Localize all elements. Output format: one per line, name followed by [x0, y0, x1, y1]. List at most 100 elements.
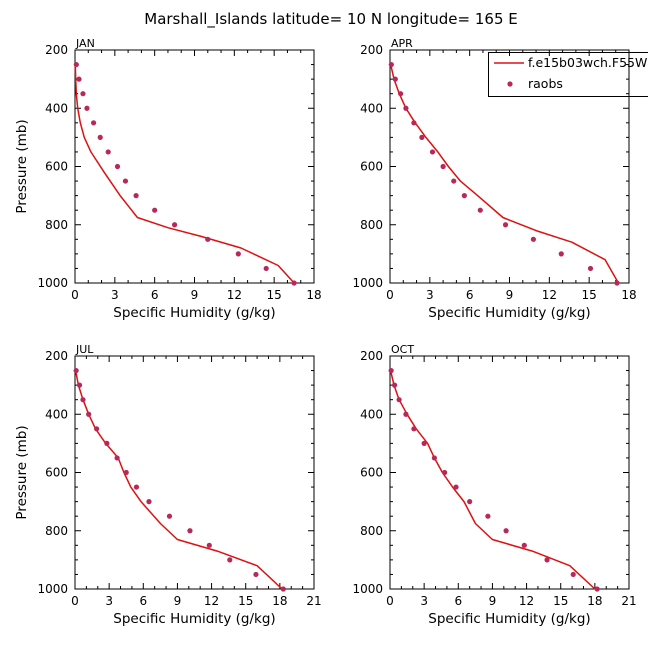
raobs-point — [503, 528, 509, 534]
raobs-point — [396, 397, 402, 403]
x-tick-label: 12 — [542, 288, 557, 302]
raobs-point — [392, 76, 398, 82]
x-tick-label: 18 — [587, 594, 602, 608]
legend-model-label: f.e15b03wch.F55W — [528, 55, 647, 70]
raobs-point — [485, 513, 491, 519]
raobs-point — [166, 513, 173, 519]
raobs-point — [440, 163, 446, 170]
legend: f.e15b03wch.F55W raobs — [488, 52, 648, 97]
x-tick-label: 6 — [466, 288, 474, 302]
panel-jul: 0 3 6 9 12 15 18 21 200 400 600 800 1000 JUL Specific … — [14, 343, 322, 627]
plot-frame — [74, 355, 315, 590]
model-profile-line — [389, 64, 620, 284]
raobs-point — [453, 484, 459, 490]
raobs-point — [187, 528, 193, 534]
raobs-point — [97, 134, 103, 140]
y-tick-label: 400 — [360, 101, 383, 115]
y-tick-label: 800 — [360, 218, 383, 232]
model-profile-line — [74, 64, 295, 284]
raobs-point — [431, 455, 437, 461]
raobs-point — [291, 280, 297, 286]
raobs-point — [587, 265, 594, 272]
panel-apr: 0 3 6 9 12 15 18 200 400 600 800 1000 APR Specific Hu… — [352, 37, 636, 321]
x-tick-label: 3 — [105, 594, 113, 608]
panel-label-jan: JAN — [75, 37, 95, 50]
raobs-point — [146, 499, 152, 505]
raobs-point — [133, 484, 140, 490]
y-tick-label: 200 — [360, 43, 383, 57]
raobs-point — [84, 105, 90, 111]
y-axis-label: Pressure (mb) — [14, 425, 30, 519]
panel-jan: 0 3 6 9 12 15 18 200 400 600 800 1000 JAN Specific Hu… — [14, 37, 322, 321]
y-tick-label: 800 — [45, 218, 68, 232]
x-tick-label: 21 — [306, 594, 321, 608]
y-tick-label: 200 — [45, 43, 68, 57]
x-tick-label: 21 — [621, 594, 636, 608]
x-tick-label: 15 — [267, 288, 282, 302]
x-tick-label: 12 — [519, 594, 534, 608]
x-tick-label: 12 — [204, 594, 219, 608]
raobs-point — [594, 586, 600, 592]
x-tick-label: 3 — [426, 288, 434, 302]
raobs-point — [94, 426, 100, 432]
raobs-point — [442, 469, 448, 476]
raobs-point — [419, 134, 425, 140]
y-tick-label: 1000 — [37, 582, 68, 596]
x-tick-label: 9 — [191, 288, 199, 302]
y-tick-label: 600 — [360, 160, 383, 174]
raobs-point — [73, 367, 79, 374]
x-tick-label: 9 — [174, 594, 182, 608]
raobs-point — [263, 265, 269, 272]
x-tick-label: 0 — [71, 594, 79, 608]
raobs-point — [398, 91, 404, 97]
x-tick-label: 6 — [151, 288, 159, 302]
y-tick-label: 200 — [45, 349, 68, 363]
y-tick-label: 800 — [360, 524, 383, 538]
y-tick-label: 400 — [360, 407, 383, 421]
raobs-point — [544, 557, 550, 563]
raobs-point — [570, 571, 576, 578]
x-tick-label: 9 — [506, 288, 514, 302]
raobs-point — [403, 411, 409, 417]
x-tick-label: 0 — [386, 594, 394, 608]
x-tick-label: 3 — [111, 288, 119, 302]
raobs-point — [521, 542, 527, 548]
x-tick-label: 18 — [621, 288, 636, 302]
raobs-point — [206, 542, 212, 548]
panel-label-apr: APR — [391, 37, 413, 50]
model-profile-line — [74, 370, 283, 590]
raobs-point — [280, 586, 286, 592]
raobs-point — [467, 499, 473, 505]
raobs-point — [76, 382, 83, 388]
legend-obs-swatch — [507, 81, 513, 87]
raobs-point — [114, 455, 120, 461]
x-axis-label: Specific Humidity (g/kg) — [113, 305, 275, 321]
x-tick-label: 6 — [454, 594, 462, 608]
raobs-point — [421, 440, 427, 446]
raobs-point — [90, 120, 97, 126]
y-tick-label: 200 — [360, 349, 383, 363]
y-axis-label: Pressure (mb) — [14, 119, 30, 213]
y-tick-label: 800 — [45, 524, 68, 538]
x-tick-label: 9 — [489, 594, 497, 608]
raobs-point — [205, 236, 211, 242]
raobs-point — [86, 411, 92, 417]
x-axis-label: Specific Humidity (g/kg) — [428, 305, 590, 321]
raobs-point — [388, 61, 394, 68]
raobs-point — [388, 367, 394, 374]
y-tick-label: 600 — [45, 466, 68, 480]
x-tick-label: 0 — [71, 288, 79, 302]
x-tick-label: 18 — [272, 594, 287, 608]
raobs-point — [114, 163, 121, 170]
y-tick-label: 1000 — [352, 276, 383, 290]
panel-oct: 0 3 6 9 12 15 18 21 200 400 600 800 1000 OCT Specific … — [352, 343, 636, 627]
raobs-point — [133, 193, 139, 199]
x-tick-label: 12 — [227, 288, 242, 302]
raobs-point — [558, 251, 564, 257]
y-tick-label: 1000 — [352, 582, 383, 596]
raobs-point — [451, 178, 457, 184]
x-tick-label: 15 — [582, 288, 597, 302]
raobs-point — [122, 178, 129, 184]
